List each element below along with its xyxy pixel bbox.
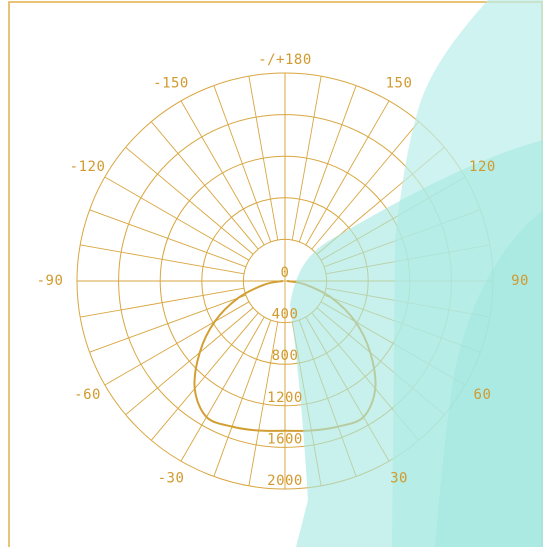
tick-labels: -/+180 -150 150 -120 120 -90 90 -60 60 -30 30 0 400 8… [37, 52, 529, 489]
angle-label: -/+180 [258, 52, 312, 68]
angle-label: 60 [474, 387, 492, 403]
angle-label: -30 [158, 470, 185, 486]
radial-label: 2000 [267, 473, 303, 489]
angle-label: -90 [37, 273, 64, 289]
angle-label: 120 [469, 159, 496, 175]
angle-label: -150 [153, 76, 189, 92]
angle-label: -120 [70, 159, 106, 175]
angle-label: -60 [74, 387, 101, 403]
radial-label: 400 [272, 307, 299, 323]
angle-label: 150 [386, 76, 413, 92]
radial-label: 1200 [267, 390, 303, 406]
background-wash-2 [290, 140, 543, 547]
angle-label: 30 [390, 470, 408, 486]
radial-label: 1600 [267, 431, 303, 447]
angle-label: 90 [511, 273, 529, 289]
radial-label: 800 [272, 348, 299, 364]
background-wash-3 [435, 210, 543, 547]
radial-label: 0 [281, 265, 290, 281]
